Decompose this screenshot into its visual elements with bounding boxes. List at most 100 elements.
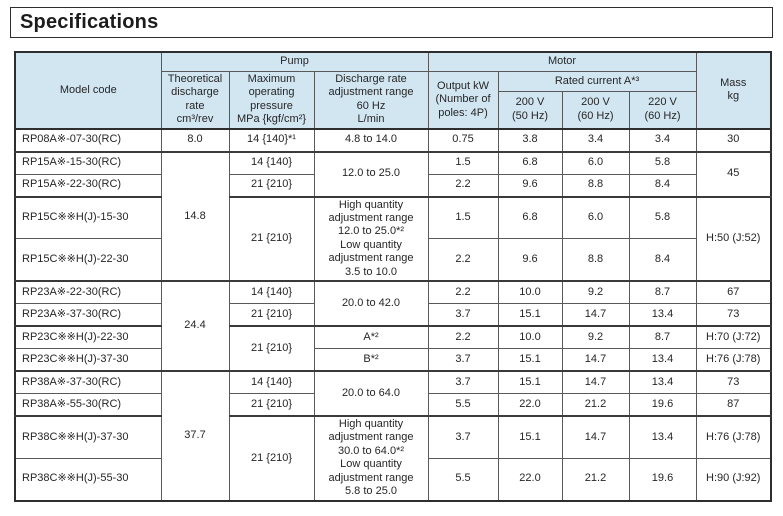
model-code-cell: RP15A※-15-30(RC)	[14, 150, 162, 175]
model-code-cell: RP23A※-37-30(RC)	[14, 303, 162, 327]
value-cell: 6.8	[497, 150, 563, 175]
value-cell: 9.6	[497, 173, 563, 198]
value-cell: 87	[695, 393, 772, 417]
value-cell: 13.4	[628, 303, 697, 327]
page-title: Specifications	[20, 11, 159, 33]
value-cell: 8.4	[628, 173, 697, 198]
model-code-cell: RP08A※-07-30(RC)	[14, 127, 162, 153]
value-cell: 21 {210}	[228, 393, 315, 417]
value-cell: 5.5	[427, 457, 499, 502]
value-cell: 2.2	[427, 238, 499, 282]
model-code-cell: RP23C※※H(J)-22-30	[14, 325, 162, 350]
table-row: RP23A※-22-30(RC) 24.4 14 {140} 20.0 to 42.0…	[14, 280, 772, 372]
header-mass: Mass kg	[695, 51, 772, 130]
value-cell: 20.0 to 64.0	[313, 370, 429, 417]
value-cell: 2.2	[427, 173, 499, 198]
page: Specifications Model code Pump Motor Mas…	[0, 7, 783, 502]
value-cell: 14 {140}	[228, 280, 315, 305]
value-cell: 6.8	[497, 195, 563, 240]
value-cell: 14.7	[561, 370, 630, 395]
value-cell: 5.5	[427, 393, 499, 417]
header-pump-group: Pump	[160, 51, 429, 72]
model-code-cell: RP15C※※H(J)-22-30	[14, 238, 162, 282]
value-cell: 8.8	[561, 238, 630, 282]
value-cell: High quantity adjustment range 30.0 to 6…	[313, 415, 429, 502]
value-cell: H:76 (J:78)	[695, 348, 772, 372]
value-cell: 24.4	[160, 280, 230, 372]
value-cell: H:70 (J:72)	[695, 325, 772, 350]
header-max-operating-pressure: Maximum operating pressure MPa {kgf/cm²}	[228, 70, 315, 130]
section-title-box: Specifications	[10, 7, 773, 38]
value-cell: 8.8	[561, 173, 630, 198]
header-motor-group: Motor	[427, 51, 697, 72]
model-code-cell: RP23A※-22-30(RC)	[14, 280, 162, 305]
value-cell: High quantity adjustment range 12.0 to 2…	[313, 195, 429, 282]
table-header: Model code Pump Motor Mass kg Theoretica…	[14, 51, 772, 130]
value-cell: 19.6	[628, 393, 697, 417]
model-code-cell: RP23C※※H(J)-37-30	[14, 348, 162, 372]
value-cell: 13.4	[628, 415, 697, 459]
header-220v-60hz: 220 V (60 Hz)	[628, 91, 697, 130]
table-row: RP15A※-15-30(RC) 14.8 14 {140} 12.0 to 25.0…	[14, 150, 772, 282]
value-cell: A*²	[313, 325, 429, 350]
value-cell: 4.8 to 14.0	[313, 127, 429, 153]
model-code-cell: RP15A※-22-30(RC)	[14, 173, 162, 198]
header-row-voltages: 200 V (50 Hz) 200 V (60 Hz) 220 V (60 Hz…	[15, 91, 771, 130]
value-cell: 3.7	[427, 348, 499, 372]
value-cell: 0.75	[427, 127, 499, 153]
value-cell: 10.0	[497, 280, 563, 305]
value-cell: 8.0	[160, 127, 230, 153]
value-cell: 14 {140}*¹	[228, 127, 315, 153]
table-row: RP23C※※H(J)-37-30 B*² 3.7 15.1 14.7 13.4 H:76 …	[14, 348, 772, 372]
value-cell: 21.2	[561, 393, 630, 417]
value-cell: 14 {140}	[228, 150, 315, 175]
value-cell: 9.2	[561, 280, 630, 305]
header-row-groups: Model code Pump Motor Mass kg	[14, 51, 772, 130]
table-row: RP15C※※H(J)-22-30 2.2 9.6 8.8 8.4	[14, 238, 771, 282]
value-cell: B*²	[313, 348, 429, 372]
value-cell: 21 {210}	[228, 195, 315, 282]
value-cell: 8.7	[628, 325, 697, 350]
table-row: RP15C※※H(J)-15-30 21 {210} High quantity a…	[14, 195, 772, 282]
table-row: RP38A※-37-30(RC) 37.7 14 {140} 20.0 to 64.0…	[14, 370, 772, 502]
value-cell: H:90 (J:92)	[695, 457, 772, 502]
value-cell: 2.2	[427, 280, 499, 305]
value-cell: 21.2	[561, 457, 630, 502]
value-cell: 3.8	[497, 127, 563, 153]
value-cell: 3.7	[427, 415, 499, 459]
header-200v-50hz: 200 V (50 Hz)	[497, 91, 563, 130]
value-cell: 13.4	[628, 370, 697, 395]
value-cell: 15.1	[497, 415, 563, 459]
value-cell: 9.2	[561, 325, 630, 350]
value-cell: 2.2	[427, 325, 499, 350]
value-cell: 20.0 to 42.0	[313, 280, 429, 327]
value-cell: 6.0	[561, 195, 630, 240]
value-cell: 37.7	[160, 370, 230, 502]
value-cell: 67	[695, 280, 772, 305]
value-cell: 19.6	[628, 457, 697, 502]
value-cell: H:76 (J:78)	[695, 415, 772, 459]
header-model-code: Model code	[14, 51, 162, 130]
value-cell: 22.0	[497, 457, 563, 502]
value-cell: 21 {210}	[228, 303, 315, 327]
value-cell: H:50 (J:52)	[695, 195, 772, 282]
value-cell: 1.5	[427, 195, 499, 240]
value-cell: 10.0	[497, 325, 563, 350]
model-code-cell: RP38C※※H(J)-37-30	[14, 415, 162, 459]
value-cell: 13.4	[628, 348, 697, 372]
model-code-cell: RP38A※-55-30(RC)	[14, 393, 162, 417]
table-row: RP08A※-07-30(RC) 8.0 14 {140}*¹ 4.8 to 14.0…	[14, 127, 772, 153]
value-cell: 45	[695, 150, 772, 198]
value-cell: 14.8	[160, 150, 230, 282]
table-row: RP23C※※H(J)-22-30 21 {210} A*² 2.2 10.0 9.2 8.…	[14, 325, 772, 372]
value-cell: 22.0	[497, 393, 563, 417]
value-cell: 6.0	[561, 150, 630, 175]
table-row: RP38A※-55-30(RC) 21 {210} 5.5 22.0 21.2 19.6 8…	[14, 393, 772, 417]
value-cell: 3.7	[427, 303, 499, 327]
value-cell: 3.4	[561, 127, 630, 153]
value-cell: 5.8	[628, 150, 697, 175]
header-discharge-rate-adjustment-range: Discharge rate adjustment range 60 Hz L/…	[313, 70, 429, 130]
value-cell: 8.7	[628, 280, 697, 305]
value-cell: 15.1	[497, 370, 563, 395]
model-code-cell: RP38A※-37-30(RC)	[14, 370, 162, 395]
